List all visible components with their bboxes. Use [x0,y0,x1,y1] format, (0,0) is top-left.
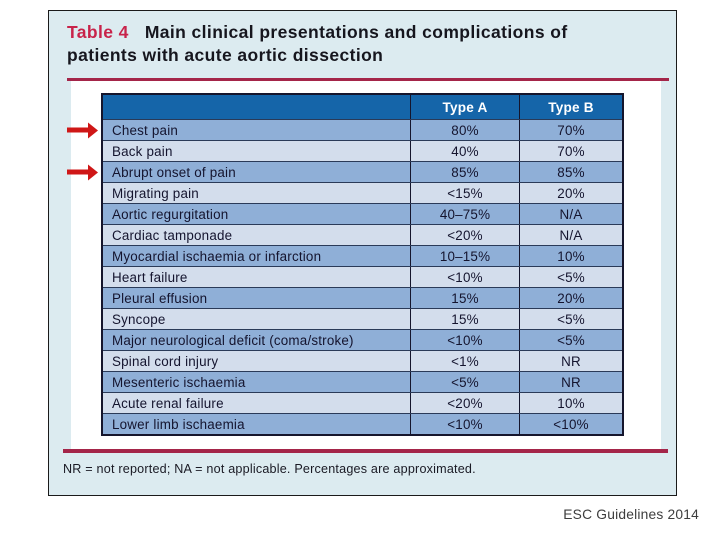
row-label-cell: Migrating pain [112,185,199,201]
row-label-cell: Heart failure [112,269,188,285]
type-a-value-cell: <10% [410,414,519,434]
type-a-value-cell: 15% [410,288,519,308]
header-type-b: Type B [519,95,622,119]
table-row: Acute renal failure <20% 10% [103,392,622,413]
table-row: Mesenteric ischaemia <5% NR [103,371,622,392]
clinical-presentations-table: Type A Type B Chest pain 80% 70% Back pa… [67,93,624,436]
row-label-cell: Chest pain [112,122,179,138]
table-header-row: Type A Type B [103,95,622,119]
type-a-value-cell: <10% [410,267,519,287]
type-b-value-cell: N/A [519,204,622,224]
row-label-cell: Mesenteric ischaemia [112,374,246,390]
table-row: Myocardial ischaemia or infarction 10–15… [103,245,622,266]
table-row: Aortic regurgitation 40–75% N/A [103,203,622,224]
type-b-value-cell: 10% [519,246,622,266]
table-row: Cardiac tamponade <20% N/A [103,224,622,245]
type-a-value-cell: 10–15% [410,246,519,266]
row-label-cell: Syncope [112,311,166,327]
row-label-cell: Aortic regurgitation [112,206,229,222]
row-label-cell: Cardiac tamponade [112,227,233,243]
type-b-value-cell: NR [519,351,622,371]
table-row: Back pain 40% 70% [103,140,622,161]
type-a-value-cell: 15% [410,309,519,329]
bottom-divider-rule [63,449,668,453]
table-row: Pleural effusion 15% 20% [103,287,622,308]
type-a-value-cell: <20% [410,225,519,245]
type-b-value-cell: <10% [519,414,622,434]
type-b-value-cell: 20% [519,288,622,308]
table-row: Lower limb ischaemia <10% <10% [103,413,622,434]
title-divider-rule [67,78,669,81]
type-a-value-cell: <5% [410,372,519,392]
type-b-value-cell: 10% [519,393,622,413]
type-a-value-cell: 40% [410,141,519,161]
type-a-value-cell: <1% [410,351,519,371]
type-b-value-cell: NR [519,372,622,392]
header-empty-cell [103,95,410,119]
row-label-cell: Lower limb ischaemia [112,416,245,432]
table-row: Spinal cord injury <1% NR [103,350,622,371]
row-label-cell: Major neurological deficit (coma/stroke) [112,332,354,348]
source-credit: ESC Guidelines 2014 [563,507,699,522]
slide-panel: Table 4 Main clinical presentations and c… [48,10,677,496]
table-row: Migrating pain <15% 20% [103,182,622,203]
row-label-cell: Acute renal failure [112,395,224,411]
table-number-label: Table 4 [67,22,129,42]
type-b-value-cell: <5% [519,309,622,329]
table-footnote: NR = not reported; NA = not applicable. … [63,462,476,476]
red-arrow-icon [67,122,98,138]
type-b-value-cell: 85% [519,162,622,182]
type-a-value-cell: 85% [410,162,519,182]
table-title-text: Main clinical presentations and complica… [67,22,568,66]
table-row: Heart failure <10% <5% [103,266,622,287]
row-label-cell: Myocardial ischaemia or infarction [112,248,322,264]
table-row: Syncope 15% <5% [103,308,622,329]
type-a-value-cell: <10% [410,330,519,350]
type-b-value-cell: <5% [519,330,622,350]
type-b-value-cell: 20% [519,183,622,203]
type-a-value-cell: 80% [410,120,519,140]
type-b-value-cell: 70% [519,120,622,140]
row-label-cell: Back pain [112,143,173,159]
type-b-value-cell: 70% [519,141,622,161]
row-label-cell: Pleural effusion [112,290,208,306]
type-b-value-cell: <5% [519,267,622,287]
header-type-a: Type A [410,95,519,119]
type-a-value-cell: 40–75% [410,204,519,224]
red-arrow-icon [67,164,98,180]
table-row: Chest pain 80% 70% [67,119,622,140]
table-caption: Table 4 Main clinical presentations and c… [67,21,642,67]
row-label-cell: Spinal cord injury [112,353,219,369]
table-row: Major neurological deficit (coma/stroke)… [103,329,622,350]
table-row: Abrupt onset of pain 85% 85% [67,161,622,182]
type-a-value-cell: <15% [410,183,519,203]
type-a-value-cell: <20% [410,393,519,413]
type-b-value-cell: N/A [519,225,622,245]
row-label-cell: Abrupt onset of pain [112,164,236,180]
